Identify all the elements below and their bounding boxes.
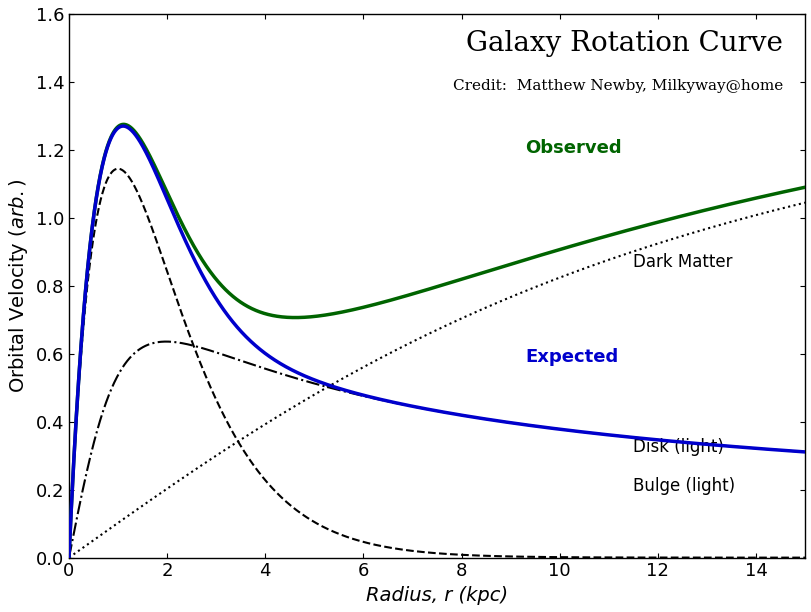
Text: Expected: Expected [525,348,618,366]
Text: Galaxy Rotation Curve: Galaxy Rotation Curve [466,30,782,58]
Text: Credit:  Matthew Newby, Milkyway@home: Credit: Matthew Newby, Milkyway@home [453,79,782,93]
Text: Bulge (light): Bulge (light) [633,477,735,495]
Text: Disk (light): Disk (light) [633,438,723,457]
Y-axis label: Orbital Velocity ($arb.$): Orbital Velocity ($arb.$) [7,179,30,393]
Text: Dark Matter: Dark Matter [633,253,732,271]
X-axis label: Radius, r (kpc): Radius, r (kpc) [366,586,508,605]
Text: Observed: Observed [525,140,621,157]
